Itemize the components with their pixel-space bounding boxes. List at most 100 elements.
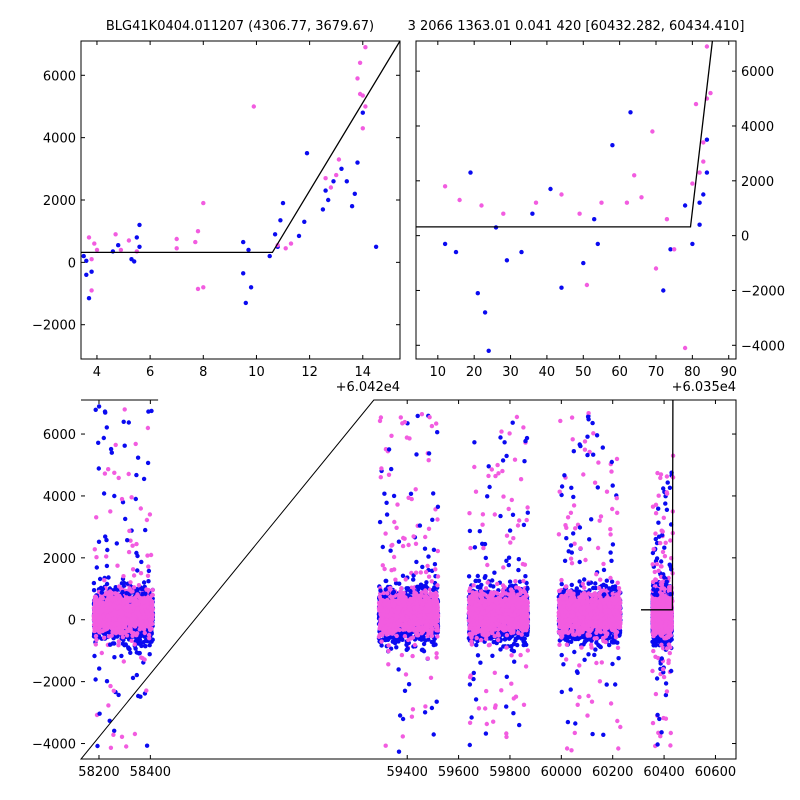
bottom-outlier-point: [126, 645, 131, 650]
top-left-point-a: [134, 235, 139, 240]
bottom-point-b: [102, 607, 108, 612]
top-right-point-b: [632, 173, 637, 178]
bottom-outlier-point: [121, 419, 126, 424]
top-right-point-b: [653, 266, 659, 271]
bottom-point-b: [109, 633, 114, 638]
bottom-point-b: [116, 639, 122, 644]
bottom-point-b: [129, 619, 135, 624]
bottom-outlier-point: [147, 512, 153, 517]
bottom-outlier-point: [97, 711, 102, 716]
top-right-point-b: [650, 129, 655, 134]
bottom-point-b: [100, 628, 106, 634]
top-left-point-b: [201, 285, 206, 290]
bottom-point-b: [93, 642, 99, 647]
bottom-outlier-point: [104, 425, 110, 430]
bottom-outlier-point: [106, 703, 111, 708]
top-right-point-a: [581, 260, 586, 266]
bottom-outlier-point: [106, 467, 111, 472]
bottom-outlier-point: [129, 495, 134, 500]
top-left-x-tick-label: 14: [355, 365, 372, 380]
bottom-outlier-point: [102, 578, 107, 583]
bottom-point-b: [120, 635, 126, 640]
top-right-y-tick-label: −4000: [741, 339, 785, 354]
bottom-outlier-point: [136, 583, 142, 588]
bottom-outlier-point: [121, 580, 127, 586]
top-left-point-a: [278, 218, 283, 223]
bottom-outlier-point: [135, 455, 141, 460]
top-left-point-b: [94, 247, 100, 253]
bottom-point-b: [122, 599, 128, 604]
bottom-point-b: [117, 599, 122, 604]
top-left-point-a: [320, 207, 326, 212]
bottom-point-b: [127, 596, 132, 602]
bottom-outlier-point: [104, 679, 110, 684]
top-left-plot-area: [81, 41, 400, 306]
bottom-point-b: [147, 636, 152, 641]
top-right-point-b: [708, 90, 713, 96]
top-right-point-a: [697, 222, 702, 227]
bottom-point-b: [149, 626, 154, 631]
bottom-point-b: [394, 633, 399, 639]
top-left-point-b: [336, 157, 342, 162]
bottom-panel: 58200 58400 59400 59600 59800 60000 60200 60400…: [32, 398, 737, 780]
bottom-point-b: [104, 626, 110, 631]
top-left-point-a: [349, 204, 355, 209]
top-right-point-a: [453, 249, 459, 255]
bottom-outlier-point: [144, 688, 149, 693]
top-left-point-b: [323, 176, 328, 181]
top-left-point-a: [326, 197, 331, 203]
bottom-outlier-point: [124, 744, 129, 749]
top-left-model-line: [81, 41, 400, 254]
bottom-point-b: [114, 626, 119, 631]
top-left-point-b: [357, 60, 363, 65]
bottom-point-b: [142, 630, 147, 636]
bottom-outlier-point: [138, 571, 144, 576]
bottom-point-a: [137, 641, 142, 646]
top-right-point-b: [693, 101, 699, 107]
bottom-outlier-point: [108, 683, 113, 689]
bottom-point-b: [101, 614, 106, 619]
top-right-point-b: [559, 192, 564, 197]
bottom-outlier-point: [122, 443, 127, 448]
bottom-outlier-point: [109, 590, 115, 596]
bottom-point-b: [135, 606, 140, 611]
bottom-outlier-point: [119, 734, 125, 739]
top-left-point-b: [363, 104, 368, 109]
bottom-outlier-point: [122, 407, 127, 412]
bottom-outlier-point: [136, 693, 141, 699]
bottom-outlier-point: [132, 731, 138, 737]
top-right-x-tick-label: 60: [611, 365, 628, 380]
top-left-point-b: [89, 288, 94, 293]
top-left-point-a: [81, 253, 86, 259]
bottom-outlier-point: [141, 476, 147, 482]
top-right-point-b: [599, 200, 604, 205]
top-left-point-b: [193, 239, 198, 245]
bottom-point-a: [141, 580, 147, 585]
top-left-point-b: [195, 286, 201, 292]
top-left-point-a: [323, 188, 328, 193]
top-left-point-a: [248, 285, 254, 290]
top-right-point-a: [548, 186, 553, 192]
bottom-outlier-point: [138, 506, 143, 511]
bottom-outlier-point: [104, 563, 110, 569]
bottom-outlier-point: [130, 543, 135, 548]
top-left-x-tick-label: 10: [248, 365, 265, 380]
bottom-point-b: [115, 621, 121, 627]
bottom-point-b: [122, 605, 127, 611]
top-right-x-tick-label: 10: [430, 365, 447, 380]
top-left-point-a: [331, 179, 336, 184]
bottom-outlier-point: [146, 568, 152, 574]
bottom-outlier-point: [146, 564, 151, 569]
bottom-outlier-point: [129, 589, 134, 594]
bottom-outlier-point: [135, 568, 140, 573]
bottom-outlier-point: [131, 573, 137, 578]
top-left-point-a: [116, 243, 121, 248]
top-left-point-a: [246, 247, 251, 253]
bottom-point-b: [109, 625, 114, 631]
bottom-outlier-point: [121, 659, 127, 664]
top-left-point-b: [283, 246, 288, 251]
bottom-outlier-point: [119, 653, 124, 659]
bottom-outlier-point: [135, 592, 140, 597]
bottom-outlier-point: [101, 491, 107, 496]
